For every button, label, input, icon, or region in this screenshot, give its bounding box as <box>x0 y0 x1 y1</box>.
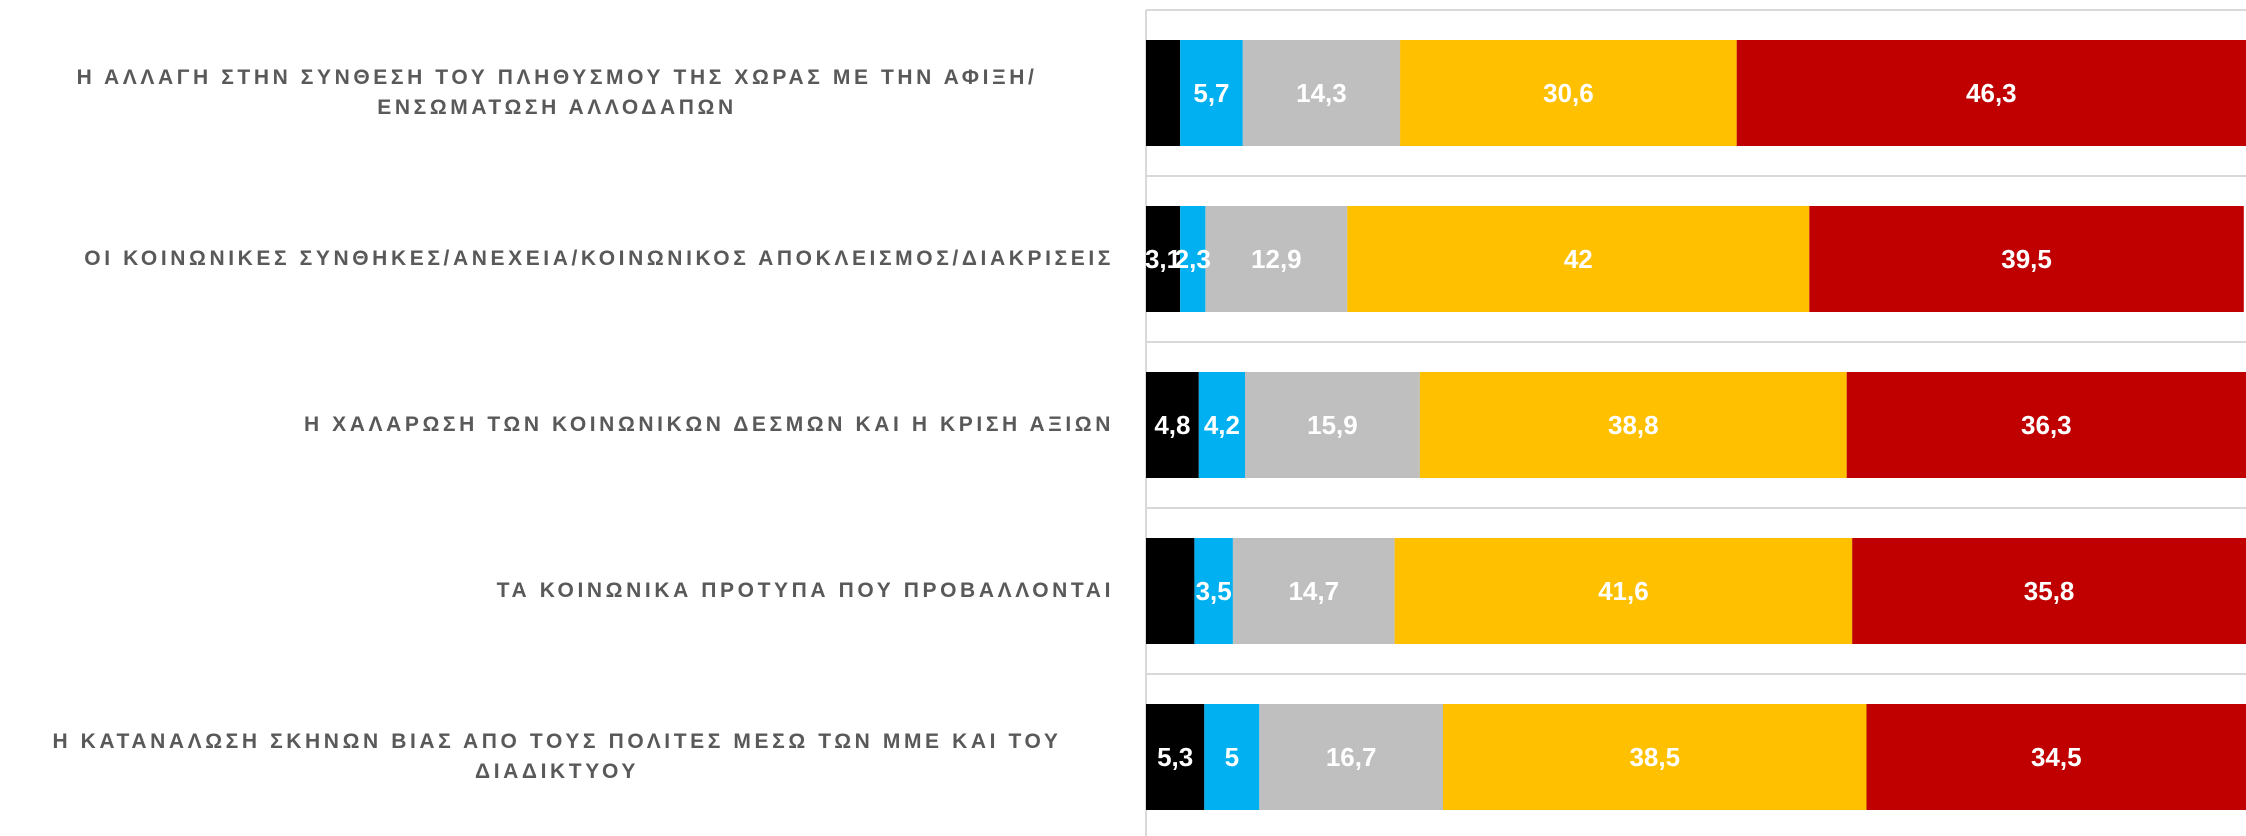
value-label: 4,8 <box>1154 410 1190 440</box>
bar-segment <box>1204 704 1260 810</box>
category-label: ΟΙ ΚΟΙΝΩΝΙΚΕΣ ΣΥΝΘΗΚΕΣ/ΑΝΕΧΕΙΑ/ΚΟΙΝΩΝΙΚΟ… <box>84 247 1114 270</box>
bar-segment <box>1146 704 1205 810</box>
bar-segment <box>1242 40 1401 146</box>
bar-segment <box>1852 538 2246 644</box>
value-label: 4,2 <box>1204 410 1240 440</box>
value-label: 14,3 <box>1296 78 1347 108</box>
category-label: Η ΧΑΛΑΡΩΣΗ ΤΩΝ ΚΟΙΝΩΝΙΚΩΝ ΔΕΣΜΩΝ ΚΑΙ Η Κ… <box>303 413 1114 436</box>
bar-segment <box>1194 538 1233 644</box>
bar-segment <box>1394 538 1853 644</box>
value-label: 15,9 <box>1307 410 1358 440</box>
value-label: 5,7 <box>1193 78 1229 108</box>
value-label: 5,3 <box>1157 742 1193 772</box>
bar-segment <box>1146 40 1181 146</box>
value-label: 38,8 <box>1608 410 1659 440</box>
bar-segment <box>1245 372 1420 478</box>
bar-segment <box>1866 704 2246 810</box>
value-label: 35,8 <box>2024 576 2075 606</box>
bar-segment <box>1180 206 1206 312</box>
bar-segment <box>1259 704 1443 810</box>
bar-segment <box>1146 372 1199 478</box>
bar-segment <box>1146 538 1195 644</box>
value-label: 42 <box>1564 244 1593 274</box>
bar-segment <box>1205 206 1348 312</box>
bar-segment <box>1736 40 2246 146</box>
category-label: ΤΑ ΚΟΙΝΩΝΙΚΑ ΠΡΟΤΥΠΑ ΠΟΥ ΠΡΟΒΑΛΛΟΝΤΑΙ <box>496 579 1114 602</box>
value-label: 16,7 <box>1326 742 1377 772</box>
value-label: 3,1 <box>1145 244 1181 274</box>
category-label-box: ΟΙ ΚΟΙΝΩΝΙΚΕΣ ΣΥΝΘΗΚΕΣ/ΑΝΕΧΕΙΑ/ΚΟΙΝΩΝΙΚΟ… <box>84 176 1114 342</box>
bar-segment <box>1180 40 1243 146</box>
bar-segment <box>1232 538 1395 644</box>
value-label: 30,6 <box>1543 78 1594 108</box>
category-label-box: Η ΧΑΛΑΡΩΣΗ ΤΩΝ ΚΟΙΝΩΝΙΚΩΝ ΔΕΣΜΩΝ ΚΑΙ Η Κ… <box>304 342 1114 508</box>
category-label: Η ΚΑΤΑΝΑΛΩΣΗ ΣΚΗΝΩΝ ΒΙΑΣ ΑΠΟ ΤΟΥΣ ΠΟΛΙΤΕ… <box>52 730 1062 783</box>
bar-segment <box>1347 206 1810 312</box>
value-label: 34,5 <box>2031 742 2082 772</box>
value-label: 2,3 <box>1175 244 1211 274</box>
value-label: 46,3 <box>1966 78 2017 108</box>
bar-segment <box>1846 372 2246 478</box>
bar-segment <box>1809 206 2244 312</box>
bar-segment <box>1198 372 1245 478</box>
value-label: 14,7 <box>1288 576 1339 606</box>
category-label-box: Η ΑΛΛΑΓΗ ΣΤΗΝ ΣΥΝΘΕΣΗ ΤΟΥ ΠΛΗΘΥΣΜΟΥ ΤΗΣ … <box>0 10 1114 176</box>
bar-segment <box>1146 206 1181 312</box>
bar-segment <box>1400 40 1737 146</box>
value-label: 3,5 <box>1196 576 1232 606</box>
category-label: Η ΑΛΛΑΓΗ ΣΤΗΝ ΣΥΝΘΕΣΗ ΤΟΥ ΠΛΗΘΥΣΜΟΥ ΤΗΣ … <box>76 66 1038 119</box>
value-label: 12,9 <box>1251 244 1302 274</box>
category-label-box: Η ΚΑΤΑΝΑΛΩΣΗ ΣΚΗΝΩΝ ΒΙΑΣ ΑΠΟ ΤΟΥΣ ΠΟΛΙΤΕ… <box>0 674 1114 836</box>
category-label-box: ΤΑ ΚΟΙΝΩΝΙΚΑ ΠΡΟΤΥΠΑ ΠΟΥ ΠΡΟΒΑΛΛΟΝΤΑΙ <box>497 508 1114 674</box>
bar-segment <box>1419 372 1847 478</box>
bar-segment <box>1443 704 1867 810</box>
value-label: 38,5 <box>1629 742 1680 772</box>
value-label: 5 <box>1225 742 1239 772</box>
value-label: 41,6 <box>1598 576 1649 606</box>
value-label: 36,3 <box>2021 410 2072 440</box>
value-label: 39,5 <box>2001 244 2052 274</box>
